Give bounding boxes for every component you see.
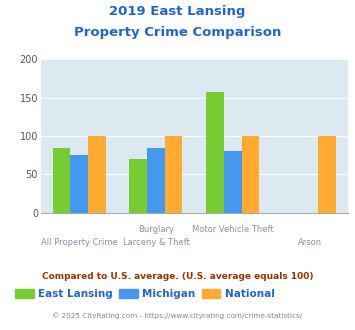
Bar [165, 136, 182, 213]
Bar [224, 151, 241, 213]
Text: 2019 East Lansing: 2019 East Lansing [109, 5, 246, 18]
Bar [206, 92, 224, 213]
Bar [318, 136, 336, 213]
Text: Larceny & Theft: Larceny & Theft [122, 238, 190, 247]
Legend: East Lansing, Michigan, National: East Lansing, Michigan, National [15, 289, 274, 299]
Bar [147, 148, 165, 213]
Text: Motor Vehicle Theft: Motor Vehicle Theft [192, 225, 274, 234]
Text: Property Crime Comparison: Property Crime Comparison [74, 26, 281, 39]
Bar [53, 148, 70, 213]
Text: © 2025 CityRating.com - https://www.cityrating.com/crime-statistics/: © 2025 CityRating.com - https://www.city… [53, 312, 302, 318]
Bar [130, 159, 147, 213]
Bar [70, 155, 88, 213]
Text: All Property Crime: All Property Crime [41, 238, 118, 247]
Text: Arson: Arson [297, 238, 322, 247]
Text: Compared to U.S. average. (U.S. average equals 100): Compared to U.S. average. (U.S. average … [42, 272, 313, 281]
Bar [88, 136, 106, 213]
Bar [241, 136, 259, 213]
Text: Burglary: Burglary [138, 225, 174, 234]
